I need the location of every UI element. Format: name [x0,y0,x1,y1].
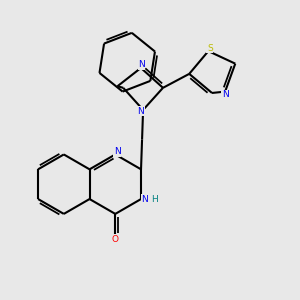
Text: N: N [222,90,229,99]
Text: H: H [151,194,158,203]
Text: N: N [137,107,144,116]
Text: O: O [112,235,119,244]
Text: S: S [207,44,213,52]
Text: N: N [142,194,148,203]
Text: N: N [138,61,145,70]
Text: N: N [114,147,121,156]
